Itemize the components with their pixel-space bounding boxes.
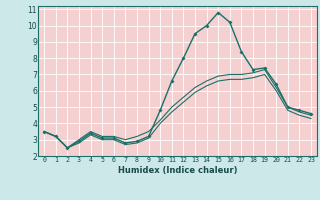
X-axis label: Humidex (Indice chaleur): Humidex (Indice chaleur) — [118, 166, 237, 175]
